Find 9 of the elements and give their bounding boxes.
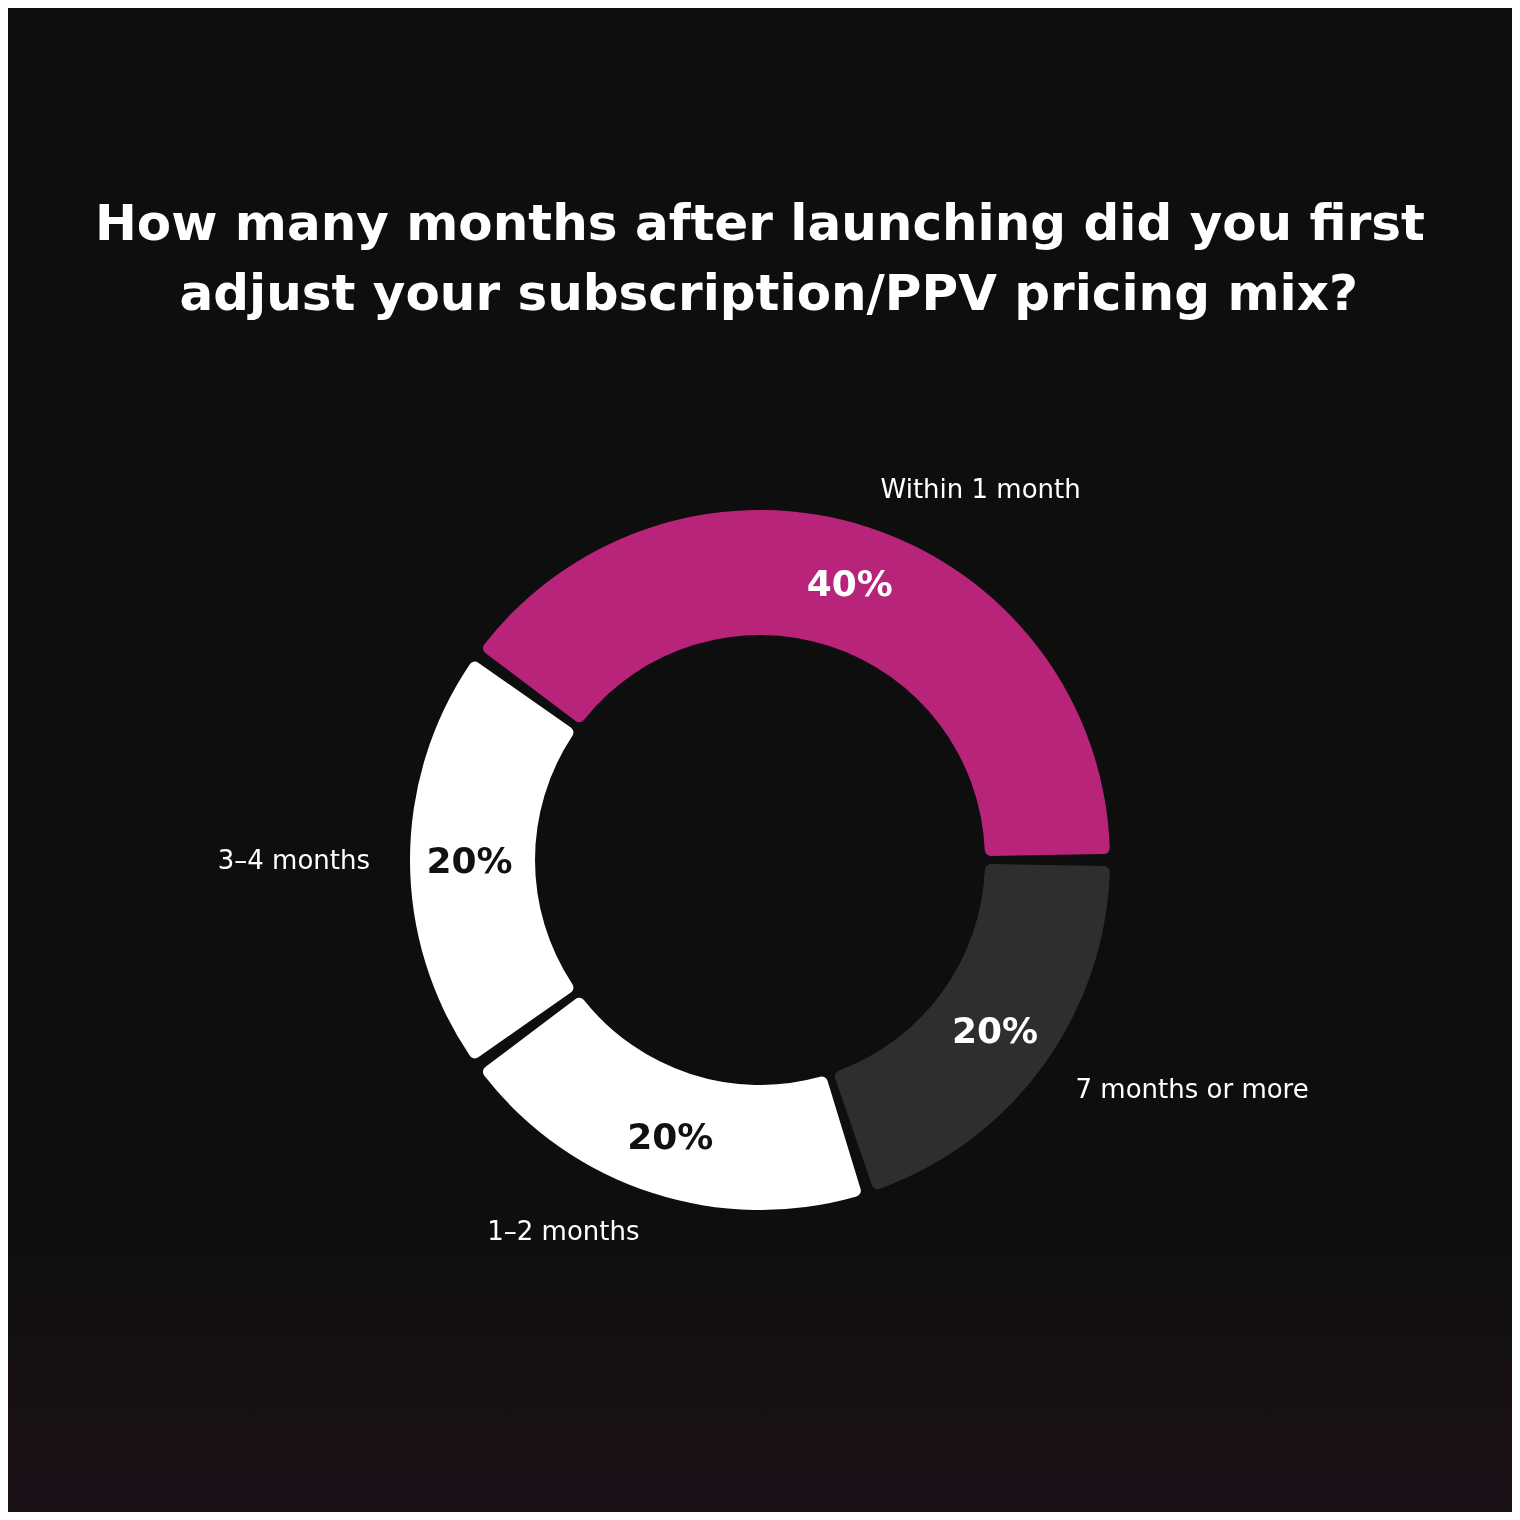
chart-title: How many months after launching did you first adjust your subscription/PPV pricing mix? — [94, 194, 1426, 322]
slice-label: Within 1 month — [880, 474, 1081, 505]
slice-label: 3–4 months — [217, 845, 370, 875]
data-label: 40% — [806, 563, 893, 605]
data-label: 20% — [627, 1115, 714, 1157]
data-label: 20% — [951, 1010, 1039, 1052]
data-label: 20% — [426, 839, 513, 881]
slice-label: 7 months or more — [1075, 1074, 1309, 1105]
slice-label: 1–2 months — [487, 1215, 640, 1246]
